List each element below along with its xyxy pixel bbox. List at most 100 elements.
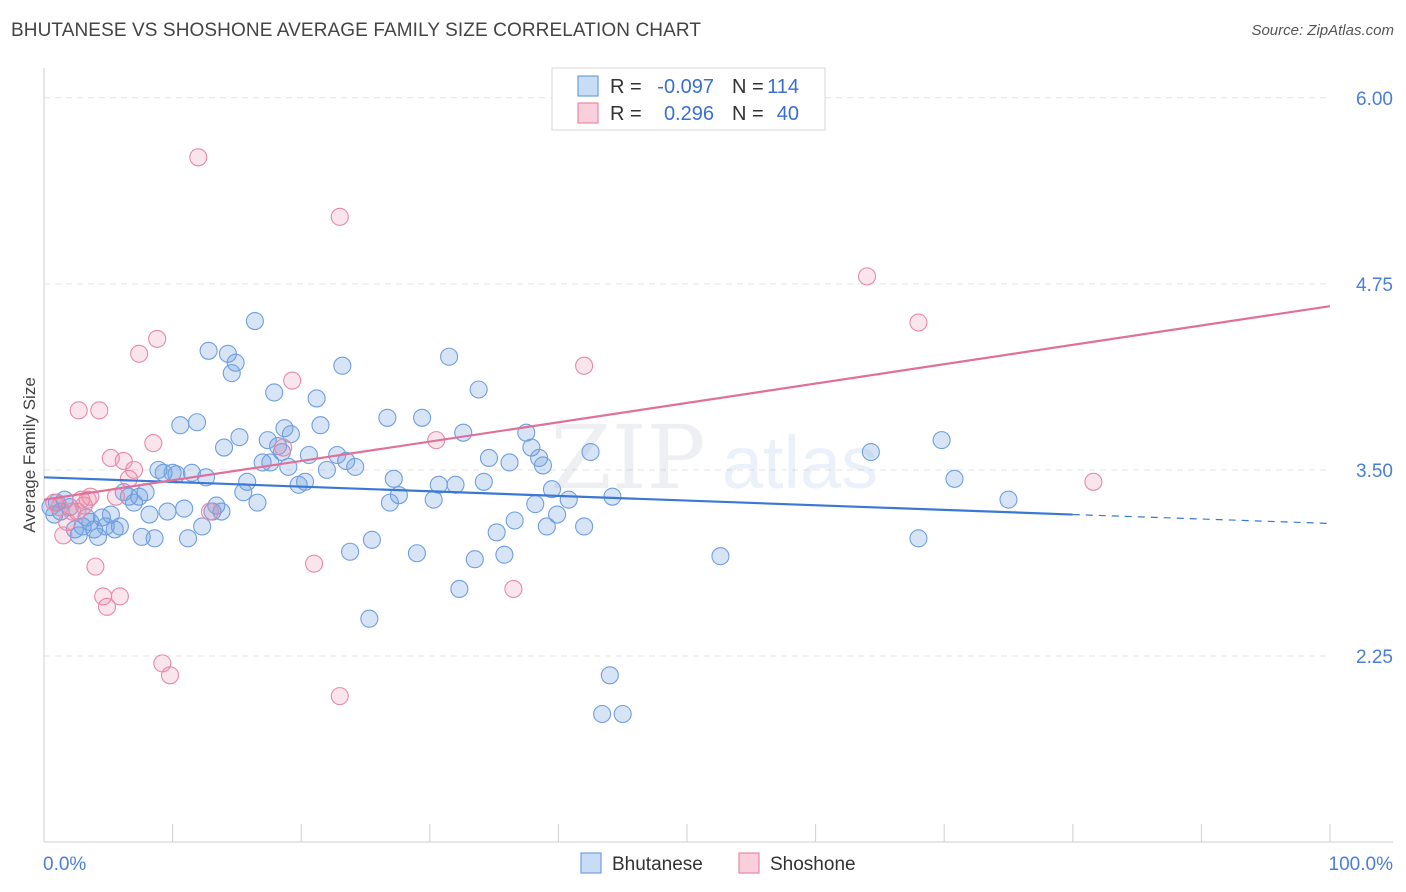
- legend-swatch-pink: [577, 102, 599, 124]
- shoshone-point-23: [148, 329, 167, 348]
- bhutanese-point-98: [537, 517, 556, 536]
- bhutanese-point-50: [248, 493, 267, 512]
- shoshone-point-31: [330, 207, 349, 226]
- bhutanese-point-84: [454, 423, 473, 442]
- bhutanese-point-82: [446, 475, 465, 494]
- bhutanese-point-70: [346, 457, 365, 476]
- stats-legend: R = -0.097 N = 114 R = 0.296 N = 40: [551, 67, 826, 131]
- y-tick-label-1: 3.50: [1356, 461, 1393, 482]
- series-legend: Bhutanese Shoshone: [580, 852, 856, 875]
- bhutanese-point-111: [932, 431, 951, 450]
- shoshone-points: [45, 148, 1103, 706]
- trend-lines: [43, 305, 1331, 525]
- legend-r-label-pink: R =: [610, 103, 642, 125]
- series-legend-label-pink: Shoshone: [770, 854, 856, 875]
- watermark-atlas: atlas: [722, 421, 878, 504]
- shoshone-point-18: [114, 451, 133, 471]
- legend-r-value-pink: 0.296: [664, 103, 714, 125]
- bhutanese-point-19: [119, 487, 138, 506]
- shoshone-point-32: [330, 687, 349, 706]
- bhutanese-point-12: [88, 527, 108, 546]
- bhutanese-point-7: [69, 526, 88, 545]
- shoshone-point-20: [124, 460, 144, 479]
- x-tick-label-0: 0.0%: [43, 854, 86, 875]
- shoshone-point-17: [110, 587, 129, 606]
- series-legend-swatch-pink: [738, 852, 760, 874]
- bhutanese-point-86: [469, 380, 488, 399]
- bhutanese-point-64: [311, 416, 330, 435]
- bhutanese-point-46: [230, 428, 249, 447]
- legend-n-value-pink: 40: [777, 103, 799, 125]
- bhutanese-point-26: [149, 460, 168, 479]
- bhutanese-trend-extension: [1072, 513, 1331, 525]
- watermark-zip: ZIP: [550, 406, 705, 509]
- bhutanese-point-68: [337, 451, 356, 471]
- legend-r-label-blue: R =: [610, 76, 642, 98]
- bhutanese-point-33: [178, 529, 198, 548]
- bhutanese-point-110: [909, 529, 928, 548]
- y-axis-label: Average Family Size: [20, 377, 39, 533]
- shoshone-point-25: [160, 666, 180, 685]
- shoshone-point-30: [305, 554, 324, 573]
- shoshone-point-36: [857, 267, 877, 286]
- shoshone-trend-line: [43, 305, 1331, 501]
- legend-n-label-pink: N =: [732, 103, 764, 125]
- bhutanese-point-44: [222, 364, 241, 383]
- bhutanese-point-67: [333, 356, 352, 375]
- bhutanese-point-88: [479, 448, 499, 468]
- bhutanese-point-77: [407, 544, 426, 563]
- bhutanese-point-81: [440, 347, 459, 366]
- shoshone-point-34: [504, 579, 523, 599]
- shoshone-point-11: [86, 557, 105, 576]
- watermark: ZIP atlas: [550, 406, 878, 509]
- bhutanese-point-35: [187, 413, 207, 432]
- bhutanese-point-28: [158, 502, 177, 521]
- shoshone-point-22: [144, 434, 163, 453]
- x-tick-label-1: 100.0%: [1329, 854, 1394, 875]
- bhutanese-point-73: [378, 408, 397, 427]
- bhutanese-point-16: [105, 520, 124, 539]
- bhutanese-point-85: [465, 550, 484, 569]
- bhutanese-point-24: [140, 505, 159, 524]
- bhutanese-point-31: [171, 416, 190, 435]
- bhutanese-point-95: [526, 495, 545, 514]
- shoshone-point-28: [274, 438, 293, 457]
- shoshone-point-2: [54, 526, 73, 545]
- shoshone-point-7: [69, 401, 88, 420]
- bhutanese-point-32: [175, 499, 194, 518]
- y-tick-label-3: 6.00: [1356, 89, 1393, 110]
- bhutanese-point-108: [711, 547, 730, 566]
- bhutanese-point-103: [581, 442, 600, 462]
- bhutanese-point-69: [341, 542, 360, 561]
- bhutanese-point-42: [214, 438, 234, 457]
- shoshone-point-38: [1084, 472, 1103, 491]
- bhutanese-point-74: [380, 493, 399, 512]
- bhutanese-point-92: [505, 511, 524, 530]
- series-legend-label-blue: Bhutanese: [612, 854, 703, 875]
- bhutanese-point-101: [559, 490, 578, 509]
- shoshone-point-12: [90, 401, 109, 420]
- bhutanese-point-71: [360, 609, 379, 628]
- shoshone-point-37: [909, 313, 928, 332]
- bhutanese-point-105: [600, 666, 619, 685]
- y-tick-label-2: 4.75: [1356, 275, 1393, 296]
- bhutanese-point-49: [245, 311, 264, 331]
- bhutanese-point-36: [193, 517, 212, 536]
- bhutanese-point-87: [474, 472, 493, 491]
- source-label: Source: ZipAtlas.com: [1251, 22, 1394, 39]
- bhutanese-point-78: [413, 408, 432, 427]
- shoshone-point-29: [283, 371, 302, 390]
- shoshone-point-27: [200, 502, 219, 521]
- bhutanese-point-102: [575, 517, 594, 536]
- shoshone-point-14: [97, 597, 117, 616]
- bhutanese-point-97: [533, 456, 553, 475]
- bhutanese-point-54: [265, 383, 284, 402]
- shoshone-point-21: [130, 344, 149, 363]
- bhutanese-point-112: [945, 469, 964, 488]
- bhutanese-point-63: [307, 389, 326, 408]
- bhutanese-point-107: [613, 704, 632, 724]
- shoshone-point-35: [575, 356, 594, 375]
- chart-title: BHUTANESE VS SHOSHONE AVERAGE FAMILY SIZ…: [11, 20, 702, 41]
- bhutanese-point-48: [238, 472, 257, 491]
